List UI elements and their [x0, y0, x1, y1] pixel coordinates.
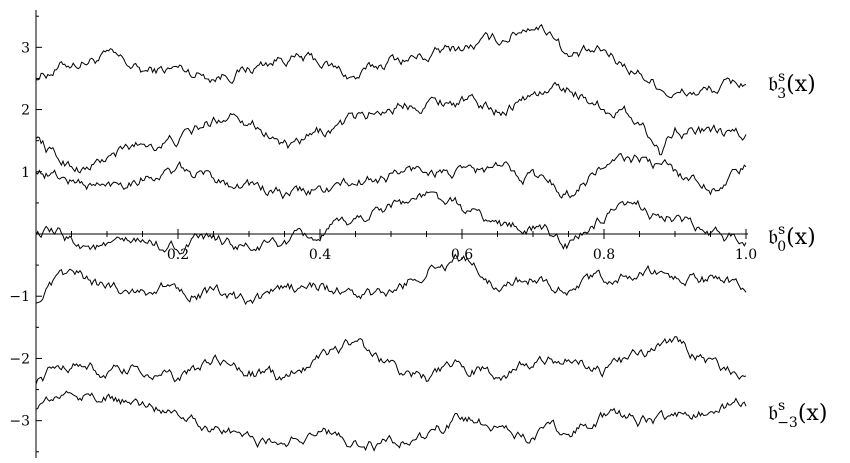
label-top-curve: 𝔟s 3(x) [768, 69, 816, 102]
x-tick-label: 0.4 [309, 247, 331, 263]
x-tick-label: 0.6 [451, 247, 473, 263]
axis-ticks: 0.2 0.4 0.6 0.8 1.0 3 2 1 −1 −2 −3 [9, 15, 757, 453]
y-tick-label: −3 [9, 414, 30, 430]
x-tick-label: 1.0 [735, 247, 757, 263]
series-line [35, 390, 747, 452]
x-tick-label: 0.8 [593, 247, 615, 263]
x-tick-label: 0.2 [167, 247, 189, 263]
series-line [35, 191, 747, 255]
y-tick-label: 3 [21, 40, 30, 56]
series-line [35, 23, 747, 99]
series-group [35, 23, 747, 452]
series-line [35, 336, 747, 385]
series-line [35, 152, 747, 200]
label-middle-curve: 𝔟s 0(x) [768, 222, 816, 255]
series-line [35, 253, 747, 306]
y-tick-label: −1 [9, 289, 30, 305]
y-tick-label: −2 [9, 351, 30, 367]
y-tick-label: 1 [21, 165, 30, 181]
y-tick-label: 2 [21, 103, 30, 119]
series-line [35, 81, 747, 174]
label-bottom-curve: 𝔟s −3(x) [768, 398, 827, 431]
